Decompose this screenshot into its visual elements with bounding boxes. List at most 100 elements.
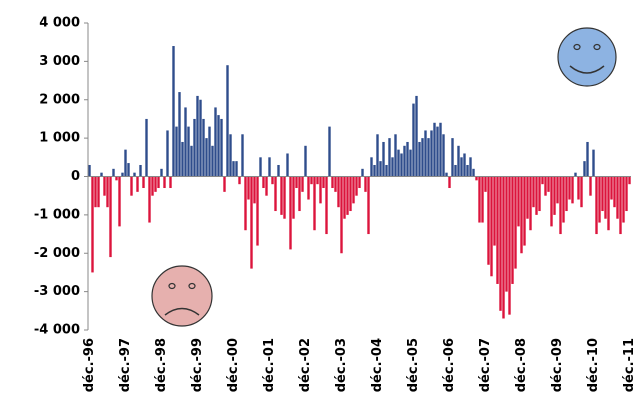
bar — [505, 176, 508, 292]
bar — [619, 176, 622, 235]
bar — [430, 130, 433, 177]
bar — [553, 176, 556, 215]
bar — [94, 176, 97, 208]
bar — [382, 141, 385, 177]
bar — [556, 176, 559, 204]
bar — [433, 122, 436, 177]
bar — [598, 176, 601, 223]
bar — [325, 176, 328, 235]
bar — [508, 176, 511, 315]
bar — [193, 118, 196, 177]
bar — [262, 176, 265, 189]
bar — [559, 176, 562, 235]
bar — [145, 118, 148, 177]
bar — [502, 176, 505, 319]
bar — [205, 138, 208, 177]
bar — [418, 141, 421, 177]
bar — [424, 130, 427, 177]
bar — [487, 176, 490, 265]
bar — [115, 176, 118, 181]
bar — [97, 176, 100, 208]
bar — [301, 176, 304, 192]
bar — [541, 176, 544, 185]
bar — [292, 176, 295, 219]
bar — [469, 157, 472, 177]
bar — [415, 95, 418, 177]
bar — [442, 134, 445, 177]
bar — [421, 138, 424, 177]
bar — [184, 107, 187, 177]
bar — [319, 176, 322, 204]
bar — [331, 176, 334, 189]
bar — [103, 176, 106, 196]
x-tick-label: déc.-04 — [370, 338, 385, 392]
bar — [490, 176, 493, 277]
x-tick-label: déc.-05 — [406, 338, 421, 392]
bar — [529, 176, 532, 231]
bar — [286, 153, 289, 177]
bar — [274, 176, 277, 212]
bar — [142, 176, 145, 189]
bar — [295, 176, 298, 189]
bar — [589, 176, 592, 196]
x-tick-label: déc.-97 — [118, 338, 133, 392]
bar — [175, 126, 178, 177]
bar — [265, 176, 268, 196]
bar — [196, 95, 199, 177]
bar — [448, 176, 451, 189]
bar — [373, 164, 376, 177]
bar — [574, 172, 577, 177]
bar — [241, 134, 244, 177]
bar — [568, 176, 571, 200]
x-tick-label: déc.-00 — [226, 338, 241, 392]
bar — [187, 126, 190, 177]
x-tick-label: déc.-08 — [514, 338, 529, 392]
bar — [472, 168, 475, 177]
bar — [394, 134, 397, 177]
bar — [562, 176, 565, 223]
y-tick-label: 0 — [71, 169, 80, 184]
bar — [157, 176, 160, 189]
bar — [580, 176, 583, 208]
bar — [613, 176, 616, 208]
bar — [391, 157, 394, 177]
bar — [370, 157, 373, 177]
bar — [190, 145, 193, 177]
bar — [271, 176, 274, 185]
bar — [514, 176, 517, 269]
bar — [496, 176, 499, 284]
bar — [460, 157, 463, 177]
bar — [364, 176, 367, 192]
bar — [250, 176, 253, 269]
bar — [604, 176, 607, 219]
x-tick-label: déc.-01 — [262, 338, 277, 392]
bar — [259, 157, 262, 177]
bar — [268, 157, 271, 177]
bar — [535, 176, 538, 215]
bar — [466, 164, 469, 177]
x-tick-label: déc.-09 — [550, 338, 565, 392]
y-tick-label: 1 000 — [39, 131, 80, 146]
bar — [298, 176, 301, 212]
bar — [586, 141, 589, 177]
bar — [376, 134, 379, 177]
sad-face — [151, 265, 213, 327]
bar — [322, 176, 325, 189]
bar — [277, 164, 280, 177]
bar — [439, 122, 442, 177]
bar — [130, 176, 133, 196]
bar — [478, 176, 481, 223]
x-tick-label: déc.-02 — [298, 338, 313, 392]
bar — [457, 145, 460, 177]
bar — [256, 176, 259, 246]
bar — [358, 176, 361, 189]
y-tick-label: -3 000 — [34, 284, 80, 299]
bar — [493, 176, 496, 246]
x-tick-label: déc.-96 — [82, 338, 97, 392]
bar — [334, 176, 337, 192]
bar — [169, 176, 172, 189]
happy-face — [557, 27, 617, 87]
bar — [379, 161, 382, 177]
bar — [112, 168, 115, 177]
bar — [475, 176, 478, 181]
